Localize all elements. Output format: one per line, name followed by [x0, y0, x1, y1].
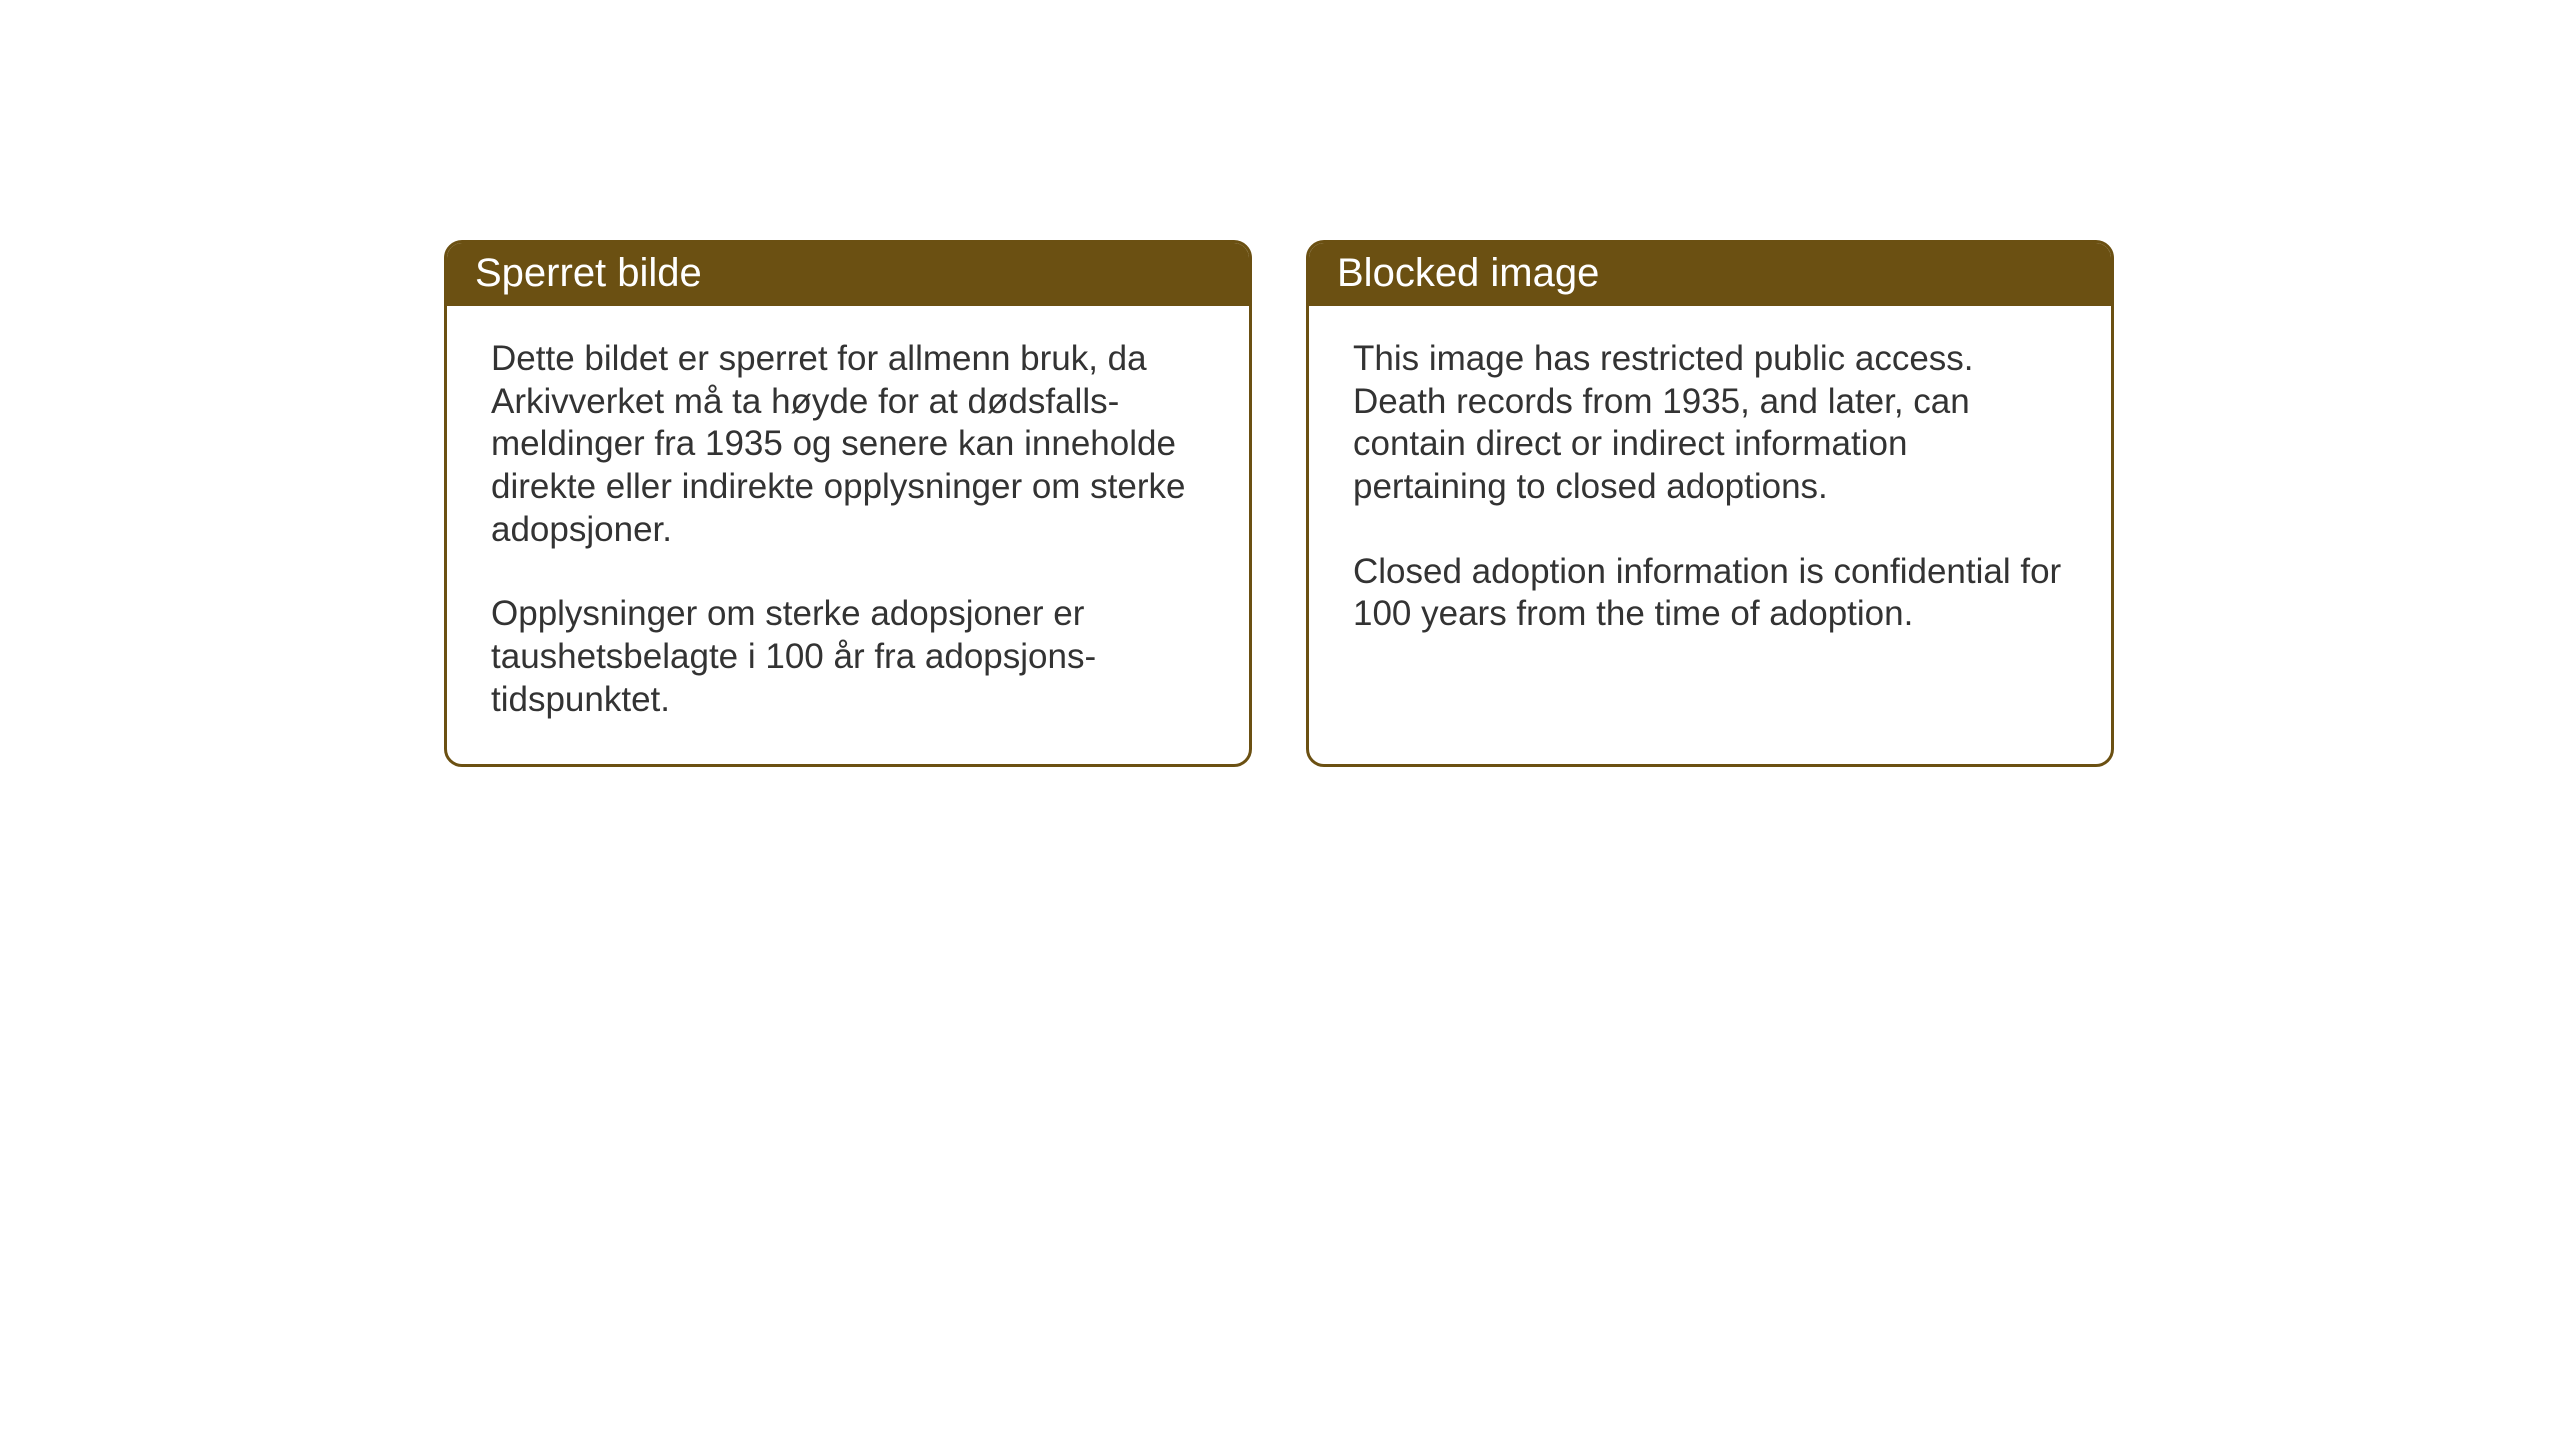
- card-paragraph-1-norwegian: Dette bildet er sperret for allmenn bruk…: [491, 338, 1205, 551]
- card-header-norwegian: Sperret bilde: [447, 243, 1249, 306]
- card-body-norwegian: Dette bildet er sperret for allmenn bruk…: [447, 306, 1249, 764]
- card-paragraph-2-english: Closed adoption information is confident…: [1353, 551, 2067, 636]
- card-body-english: This image has restricted public access.…: [1309, 306, 2111, 756]
- cards-container: Sperret bilde Dette bildet er sperret fo…: [444, 240, 2114, 767]
- card-header-english: Blocked image: [1309, 243, 2111, 306]
- card-paragraph-2-norwegian: Opplysninger om sterke adopsjoner er tau…: [491, 593, 1205, 721]
- card-norwegian: Sperret bilde Dette bildet er sperret fo…: [444, 240, 1252, 767]
- card-title-english: Blocked image: [1337, 251, 1599, 295]
- card-title-norwegian: Sperret bilde: [475, 251, 702, 295]
- card-paragraph-1-english: This image has restricted public access.…: [1353, 338, 2067, 509]
- card-english: Blocked image This image has restricted …: [1306, 240, 2114, 767]
